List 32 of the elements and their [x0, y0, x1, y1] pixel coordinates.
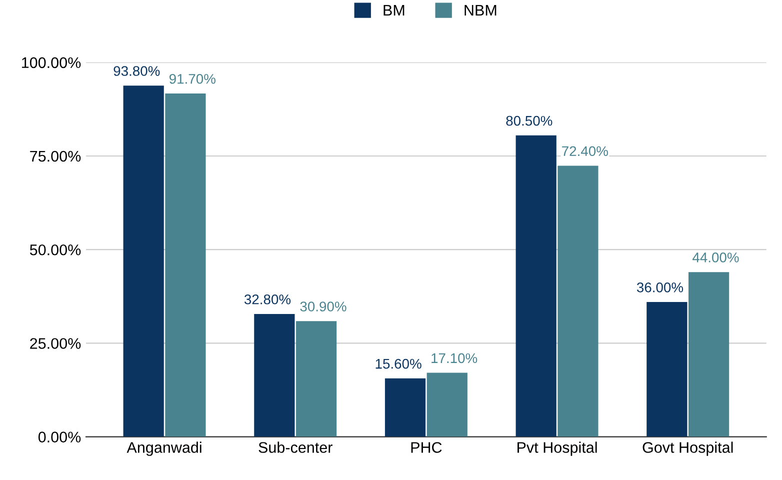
- bar: [558, 166, 598, 437]
- bar: [516, 135, 556, 437]
- y-tick-label: 100.00%: [22, 57, 81, 68]
- data-label: 36.00%: [636, 282, 684, 292]
- y-tick-label: 25.00%: [30, 338, 81, 349]
- x-tick-label: PHC: [411, 442, 442, 453]
- bar: [254, 314, 295, 437]
- bar: [165, 93, 206, 437]
- data-label: 17.10%: [432, 353, 478, 364]
- legend-label: BM: [384, 5, 404, 16]
- y-tick-label: 50.00%: [30, 244, 81, 256]
- data-label: 15.60%: [376, 358, 422, 369]
- x-tick-label: Pvt Hospital: [518, 442, 597, 456]
- x-tick-label: Govt Hospital: [642, 442, 733, 456]
- x-tick-label: Anganwadi: [126, 442, 202, 456]
- legend-label: NBM: [464, 5, 496, 16]
- bar: [296, 321, 337, 437]
- data-label: 91.70%: [170, 74, 216, 84]
- data-label: 32.80%: [244, 294, 291, 304]
- bar: [384, 378, 426, 437]
- y-tick-label: 75.00%: [30, 150, 81, 162]
- data-label: 93.80%: [114, 66, 160, 76]
- x-tick-label: Sub-center: [258, 442, 332, 453]
- data-label: 44.00%: [692, 252, 739, 262]
- y-tick-label: 0.00%: [38, 432, 81, 442]
- bar: [123, 86, 164, 437]
- bar: [426, 372, 468, 437]
- bar: [688, 272, 730, 437]
- bar: [646, 302, 688, 437]
- data-label: 80.50%: [506, 116, 552, 126]
- data-label: 72.40%: [562, 146, 608, 156]
- data-label: 30.90%: [300, 302, 346, 312]
